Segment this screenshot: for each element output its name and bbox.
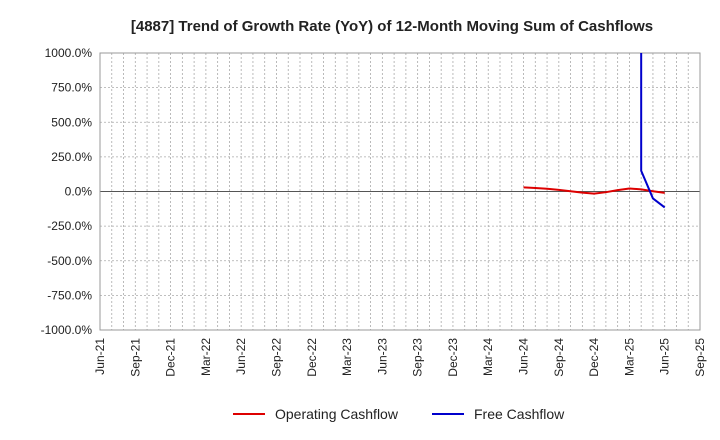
- series-line-2: [640, 53, 666, 209]
- x-tick-label: Sep-25: [693, 338, 707, 377]
- y-tick-label: 0.0%: [65, 185, 93, 199]
- legend: Operating Cashflow Free Cashflow: [233, 406, 565, 422]
- x-tick-label: Jun-23: [375, 338, 389, 375]
- x-tick-label: Dec-22: [305, 338, 319, 377]
- x-tick-label: Jun-24: [517, 338, 531, 375]
- x-tick-label: Mar-25: [622, 338, 636, 376]
- y-axis: 1000.0% 750.0% 500.0% 250.0% 0.0% -250.0% -500…: [41, 46, 93, 337]
- legend-label: Free Cashflow: [474, 406, 565, 422]
- y-tick-label: 500.0%: [51, 115, 92, 129]
- chart-title: [4887] Trend of Growth Rate (YoY) of 12-…: [131, 18, 653, 35]
- x-tick-label: Mar-22: [199, 338, 213, 376]
- x-tick-label: Sep-22: [269, 338, 283, 377]
- y-tick-label: -750.0%: [47, 288, 92, 302]
- x-tick-label: Sep-21: [128, 338, 142, 377]
- y-tick-label: -1000.0%: [41, 323, 93, 337]
- y-tick-label: -250.0%: [47, 219, 92, 233]
- x-tick-label: Jun-21: [93, 338, 107, 375]
- legend-label: Operating Cashflow: [275, 406, 399, 422]
- x-tick-label: Mar-23: [340, 338, 354, 376]
- series-layer: [523, 53, 666, 209]
- x-axis: Jun-21 Sep-21 Dec-21 Mar-22 Jun-22 Sep-22 Dec-…: [93, 338, 707, 377]
- x-tick-label: Dec-24: [587, 338, 601, 377]
- plot-area: [99, 52, 701, 331]
- x-tick-label: Jun-22: [234, 338, 248, 375]
- series-line-1: [523, 186, 665, 195]
- x-tick-label: Sep-23: [411, 338, 425, 377]
- x-tick-label: Dec-21: [164, 338, 178, 377]
- y-tick-label: 750.0%: [51, 81, 92, 95]
- x-tick-label: Jun-25: [658, 338, 672, 375]
- x-tick-label: Mar-24: [481, 338, 495, 376]
- y-tick-label: 250.0%: [51, 150, 92, 164]
- y-tick-label: -500.0%: [47, 254, 92, 268]
- y-tick-label: 1000.0%: [45, 46, 93, 60]
- x-tick-label: Sep-24: [552, 338, 566, 377]
- x-tick-label: Dec-23: [446, 338, 460, 377]
